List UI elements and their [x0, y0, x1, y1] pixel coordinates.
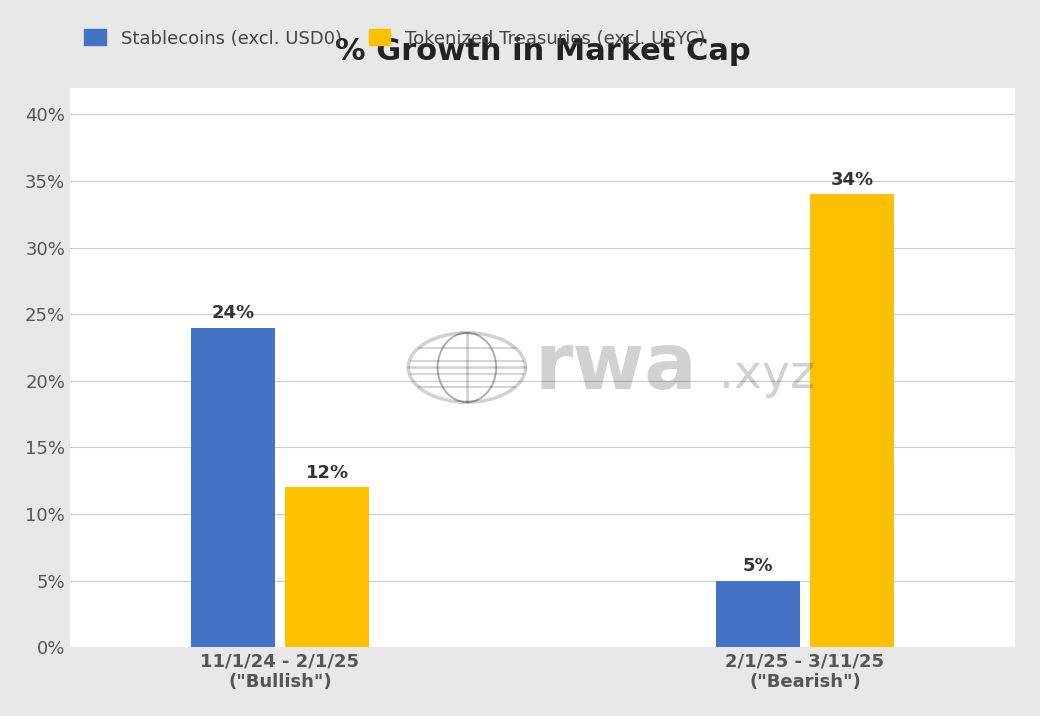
Title: % Growth in Market Cap: % Growth in Market Cap	[335, 37, 750, 66]
Legend: Stablecoins (excl. USD0), Tokenized Treasuries (excl. USYC): Stablecoins (excl. USD0), Tokenized Trea…	[79, 24, 710, 53]
Bar	[716, 581, 800, 647]
Bar	[285, 488, 369, 647]
Text: rwa: rwa	[535, 329, 698, 405]
Bar	[190, 327, 275, 647]
Bar	[810, 194, 894, 647]
Text: .xyz: .xyz	[720, 354, 815, 398]
Text: 24%: 24%	[211, 304, 255, 322]
Text: 5%: 5%	[743, 557, 773, 576]
Text: 34%: 34%	[831, 171, 874, 189]
Text: 12%: 12%	[306, 464, 348, 482]
